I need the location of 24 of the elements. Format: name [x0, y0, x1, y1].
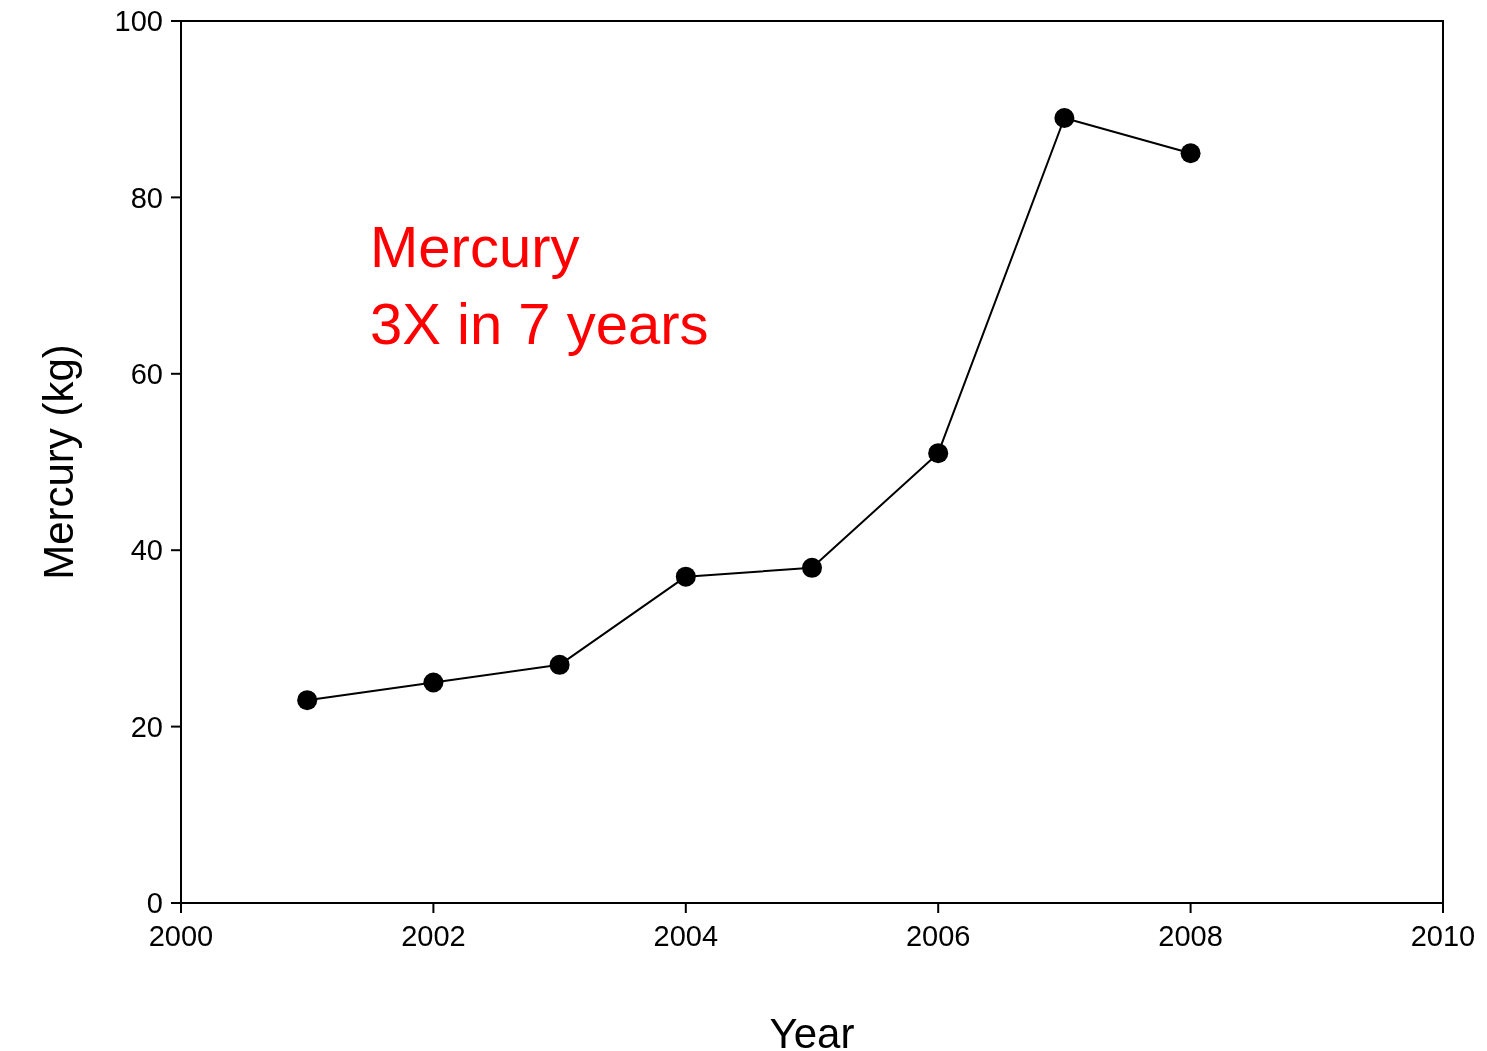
x-axis-title: Year: [769, 1010, 855, 1051]
point: [928, 443, 949, 464]
annotation: Mercury: [370, 213, 581, 281]
y-tick-label: 60: [130, 358, 163, 391]
y-tick-label: 40: [130, 534, 163, 567]
point: [1180, 143, 1201, 164]
x-tick-label: 2000: [148, 919, 214, 952]
x-tick-label: 2008: [1158, 919, 1223, 952]
x-tick-label: 2006: [905, 919, 971, 952]
y-axis-title: Mercury (kg): [34, 344, 82, 580]
y-tick-label: 80: [130, 181, 163, 214]
y-tick-label: 20: [130, 710, 163, 743]
point: [1054, 108, 1075, 129]
y-tick-label: 0: [146, 887, 163, 920]
point: [675, 566, 696, 587]
x-tick-label: 2004: [653, 919, 719, 952]
x-tick-label: 2010: [1410, 919, 1476, 952]
x-tick-label: 2002: [401, 919, 466, 952]
point: [423, 672, 444, 693]
y-tick-label: 100: [114, 5, 163, 38]
point: [802, 557, 822, 578]
annotation: 3X in 7 years: [370, 290, 709, 358]
point: [549, 654, 570, 675]
point: [297, 690, 318, 711]
